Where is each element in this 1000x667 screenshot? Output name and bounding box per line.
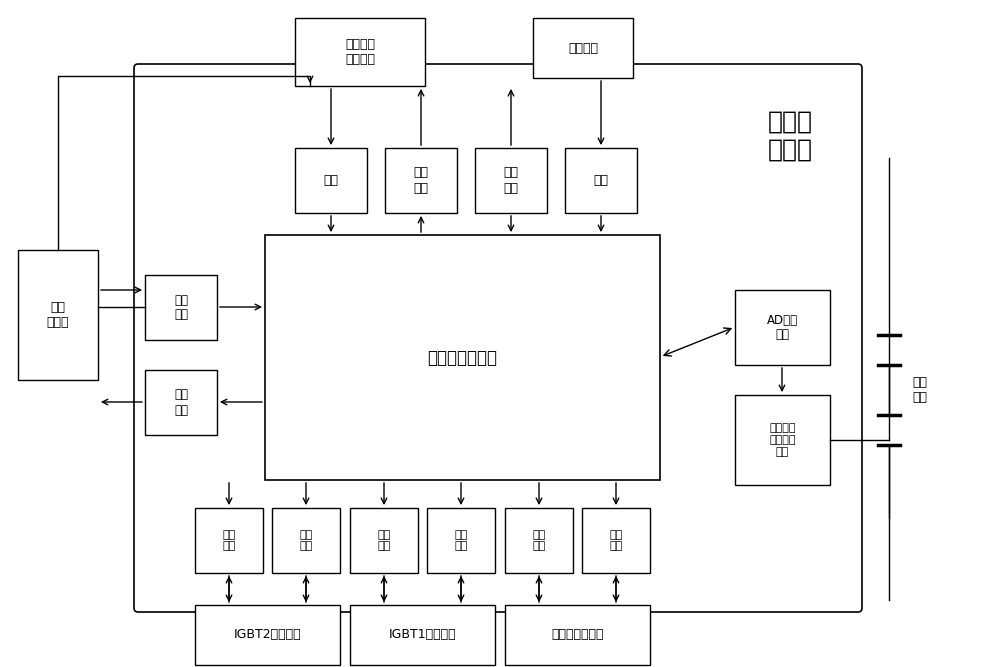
Text: AD转换
电路: AD转换 电路 <box>767 313 798 342</box>
FancyBboxPatch shape <box>385 148 457 213</box>
FancyBboxPatch shape <box>735 290 830 365</box>
FancyBboxPatch shape <box>533 18 633 78</box>
Text: 光发
射器: 光发 射器 <box>414 167 428 195</box>
FancyBboxPatch shape <box>295 18 425 86</box>
Text: 取能电源: 取能电源 <box>568 41 598 55</box>
FancyBboxPatch shape <box>505 605 650 665</box>
FancyBboxPatch shape <box>195 508 263 573</box>
FancyBboxPatch shape <box>195 605 340 665</box>
FancyBboxPatch shape <box>565 148 637 213</box>
Text: 子模块
控制器: 子模块 控制器 <box>768 110 812 162</box>
FancyBboxPatch shape <box>145 275 217 340</box>
FancyBboxPatch shape <box>582 508 650 573</box>
Text: IGBT1驱动电路: IGBT1驱动电路 <box>389 628 456 642</box>
FancyBboxPatch shape <box>427 508 495 573</box>
FancyBboxPatch shape <box>265 235 660 480</box>
Text: 光接
收器: 光接 收器 <box>222 530 236 552</box>
Text: 光发
射器: 光发 射器 <box>609 530 623 552</box>
Text: 可编程逻辑芯片: 可编程逻辑芯片 <box>428 348 498 366</box>
Text: 光发
射器: 光发 射器 <box>454 530 468 552</box>
Text: 光接
收器: 光接 收器 <box>504 167 518 195</box>
Text: 阀基
控制器: 阀基 控制器 <box>47 301 69 329</box>
Text: IGBT2驱动电路: IGBT2驱动电路 <box>234 628 301 642</box>
FancyBboxPatch shape <box>350 508 418 573</box>
Text: 光发
射器: 光发 射器 <box>174 388 188 416</box>
FancyBboxPatch shape <box>350 605 495 665</box>
FancyBboxPatch shape <box>735 395 830 485</box>
Text: 储能
电容: 储能 电容 <box>912 376 927 404</box>
FancyBboxPatch shape <box>475 148 547 213</box>
FancyBboxPatch shape <box>18 250 98 380</box>
FancyBboxPatch shape <box>145 370 217 435</box>
Text: 光接
收器: 光接 收器 <box>174 293 188 321</box>
Text: 光耦: 光耦 <box>594 174 608 187</box>
FancyBboxPatch shape <box>272 508 340 573</box>
FancyBboxPatch shape <box>505 508 573 573</box>
FancyBboxPatch shape <box>295 148 367 213</box>
Text: 晶闸管驱动电路: 晶闸管驱动电路 <box>551 628 604 642</box>
Text: 光接
收器: 光接 收器 <box>377 530 391 552</box>
Text: 光耦: 光耦 <box>324 174 338 187</box>
Text: 分压、调
理及隔离
电路: 分压、调 理及隔离 电路 <box>769 424 796 457</box>
Text: 真空开关
驱动电路: 真空开关 驱动电路 <box>345 38 375 66</box>
Text: 光发
射器: 光发 射器 <box>299 530 313 552</box>
Text: 光接
收器: 光接 收器 <box>532 530 546 552</box>
FancyBboxPatch shape <box>134 64 862 612</box>
